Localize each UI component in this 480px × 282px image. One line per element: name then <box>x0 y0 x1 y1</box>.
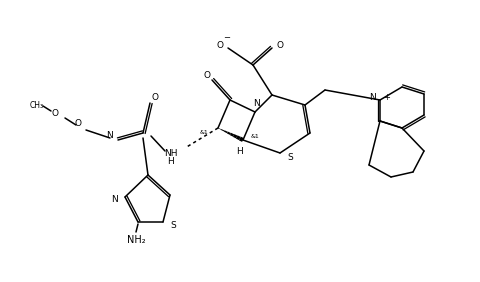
Text: CH₃: CH₃ <box>30 100 44 109</box>
Text: +: + <box>382 93 389 102</box>
Text: O: O <box>276 41 283 50</box>
Text: O: O <box>74 120 81 129</box>
Text: &1: &1 <box>250 133 259 138</box>
Text: N: N <box>253 100 260 109</box>
Text: O: O <box>203 72 210 80</box>
Text: S: S <box>170 221 176 230</box>
Text: −: − <box>223 34 230 43</box>
Text: N: N <box>369 94 375 102</box>
Text: O: O <box>51 109 59 118</box>
Text: O: O <box>216 41 223 50</box>
Text: O: O <box>151 92 158 102</box>
Text: N: N <box>107 131 113 140</box>
Text: N: N <box>111 195 118 204</box>
Text: H: H <box>167 158 174 166</box>
Text: NH: NH <box>164 149 178 158</box>
Text: NH₂: NH₂ <box>126 235 145 245</box>
Text: H: H <box>236 147 243 157</box>
Text: S: S <box>287 153 292 162</box>
Text: &1: &1 <box>199 129 208 135</box>
